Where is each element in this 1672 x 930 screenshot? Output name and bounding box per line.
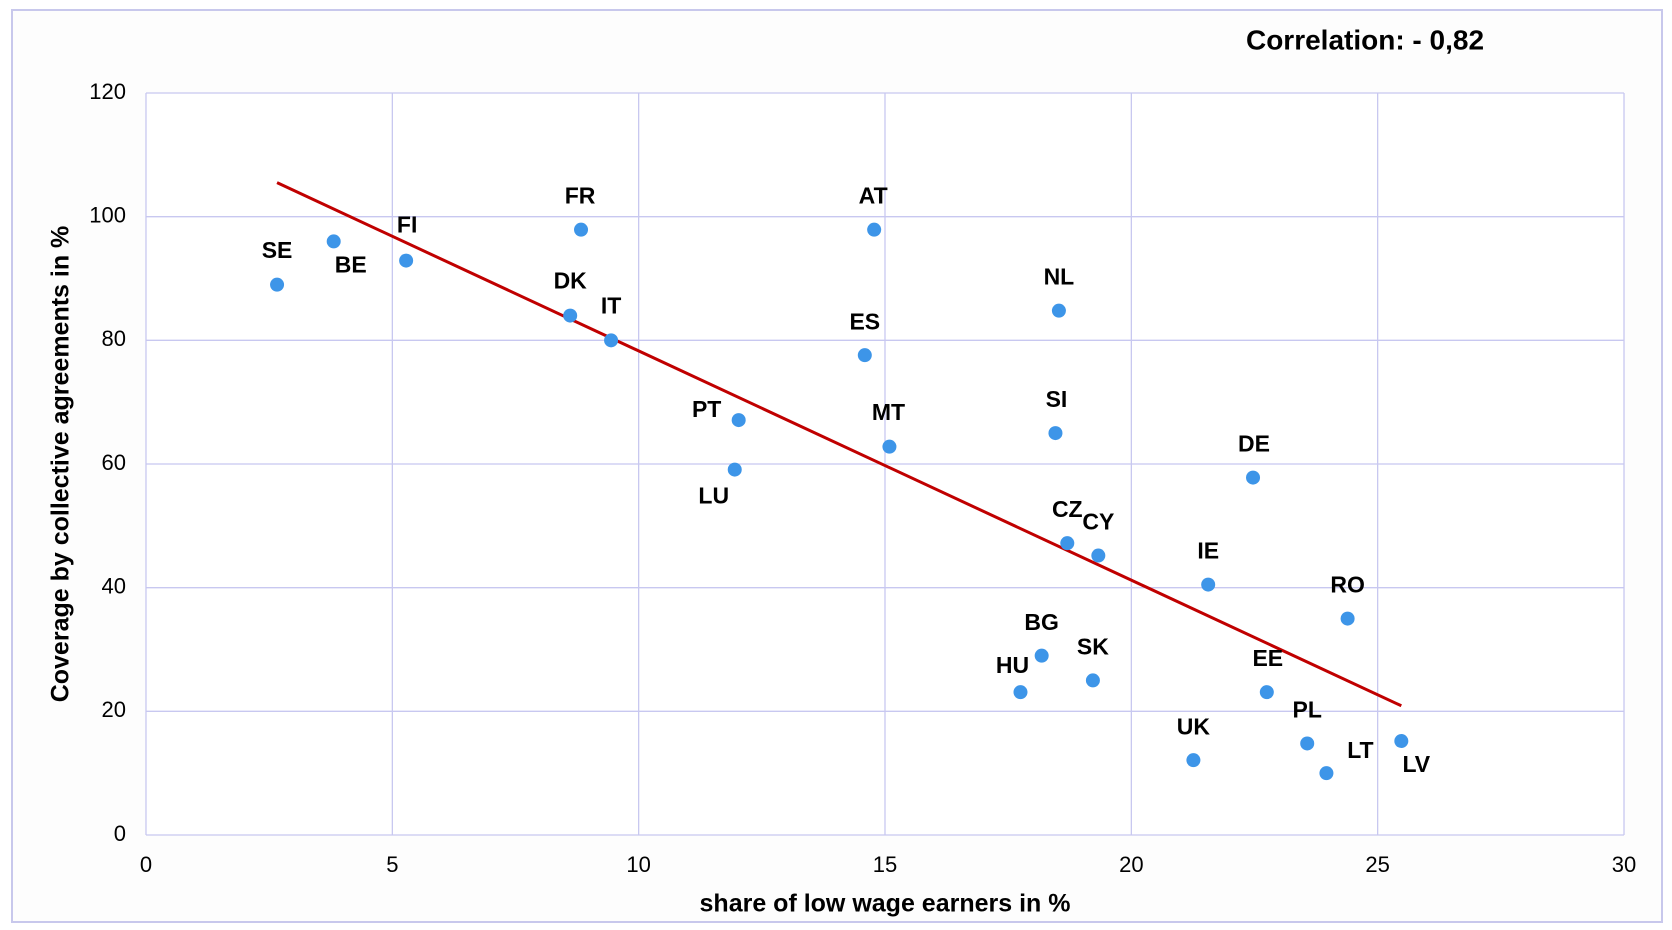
point-label: LV: [1402, 751, 1430, 777]
data-point: [1319, 766, 1334, 781]
data-point: [1201, 577, 1216, 592]
y-tick-label: 100: [89, 202, 126, 227]
point-label: UK: [1177, 713, 1211, 739]
data-point: [1085, 673, 1100, 688]
point-label: MT: [872, 399, 905, 425]
data-point: [1300, 736, 1315, 751]
x-tick-label: 10: [626, 852, 650, 877]
point-label: ES: [849, 308, 880, 334]
point-label: BG: [1024, 609, 1059, 635]
data-point: [1340, 611, 1355, 626]
data-point: [882, 439, 897, 454]
y-tick-label: 80: [102, 326, 126, 351]
data-point: [1186, 753, 1201, 768]
y-tick-label: 0: [114, 821, 126, 846]
y-tick-label: 20: [102, 697, 126, 722]
y-tick-label: 40: [102, 573, 126, 598]
data-point: [604, 333, 619, 348]
trendline: [276, 181, 1402, 708]
point-label: BE: [335, 251, 367, 277]
point-label: CY: [1082, 509, 1114, 535]
point-label: CZ: [1052, 496, 1083, 522]
data-point: [326, 234, 341, 249]
point-label: AT: [859, 183, 888, 209]
point-label: DK: [554, 268, 588, 294]
data-point: [1060, 536, 1075, 551]
point-label: IE: [1197, 538, 1219, 564]
point-label: FI: [397, 212, 417, 238]
x-tick-label: 5: [386, 852, 398, 877]
point-label: IT: [601, 292, 621, 318]
data-point: [731, 413, 746, 428]
y-axis-title: Coverage by collective agreements in %: [47, 226, 75, 703]
data-point: [867, 222, 882, 237]
data-point: [1034, 648, 1049, 663]
point-label: PT: [692, 396, 721, 422]
y-tick-label: 120: [89, 79, 126, 104]
x-tick-label: 20: [1119, 852, 1143, 877]
point-label: NL: [1044, 264, 1075, 290]
y-tick-label: 60: [102, 450, 126, 475]
point-label: PL: [1293, 697, 1322, 723]
point-label: SI: [1046, 386, 1068, 412]
point-label: EE: [1252, 645, 1283, 671]
data-point: [1091, 548, 1106, 563]
point-label: SK: [1077, 633, 1109, 659]
x-tick-label: 15: [873, 852, 897, 877]
x-tick-label: 25: [1365, 852, 1389, 877]
data-point: [399, 253, 414, 268]
correlation-annotation: Correlation: - 0,82: [1246, 24, 1484, 55]
point-label: DE: [1238, 431, 1270, 457]
data-point: [270, 277, 285, 292]
data-point: [1048, 426, 1063, 441]
data-point: [727, 462, 742, 477]
data-point: [1246, 470, 1261, 485]
data-point: [1394, 734, 1409, 749]
x-tick-label: 30: [1612, 852, 1636, 877]
point-label: FR: [565, 183, 596, 209]
x-axis-title: share of low wage earners in %: [700, 890, 1071, 918]
point-label: HU: [996, 652, 1029, 678]
point-label: SE: [262, 237, 293, 263]
point-label: LT: [1347, 737, 1373, 763]
data-point: [1259, 685, 1274, 700]
data-point: [1051, 303, 1066, 318]
data-point: [857, 348, 872, 363]
x-tick-label: 0: [140, 852, 152, 877]
point-label: RO: [1330, 572, 1365, 598]
data-point: [574, 222, 589, 237]
data-point: [563, 308, 578, 323]
point-label: LU: [698, 483, 729, 509]
data-point: [1013, 685, 1028, 700]
